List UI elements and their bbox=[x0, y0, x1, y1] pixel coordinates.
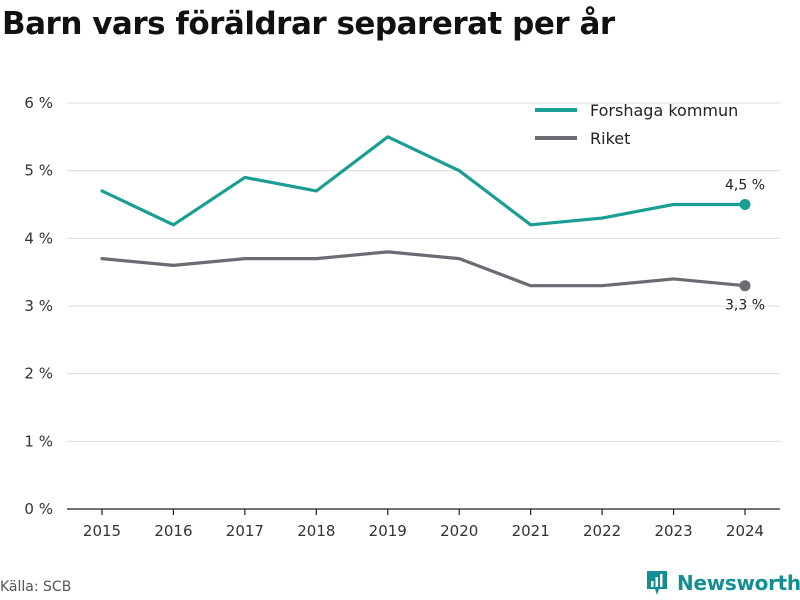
x-tick-label: 2015 bbox=[83, 522, 121, 540]
y-tick-label: 3 % bbox=[24, 297, 53, 315]
x-tick-label: 2024 bbox=[726, 522, 764, 540]
x-axis bbox=[67, 508, 780, 515]
series-lines bbox=[100, 135, 747, 288]
end-markers bbox=[739, 199, 751, 292]
brand-name: Newsworthy bbox=[677, 571, 800, 595]
legend-label: Riket bbox=[590, 129, 630, 148]
y-axis-labels: 0 % 1 % 2 % 3 % 4 % 5 % 6 % bbox=[24, 94, 53, 518]
brand-logo[interactable]: Newsworthy bbox=[645, 569, 800, 597]
y-tick-label: 6 % bbox=[24, 94, 53, 112]
end-point-marker bbox=[739, 280, 751, 292]
x-tick-label: 2023 bbox=[654, 522, 692, 540]
x-axis-labels: 2015 2016 2017 2018 2019 2020 2021 2022 2023 2024 bbox=[83, 522, 764, 540]
x-tick-label: 2021 bbox=[512, 522, 550, 540]
series-line bbox=[100, 250, 747, 288]
series-line bbox=[100, 135, 747, 227]
chart-title: Barn vars föräldrar separerat per år bbox=[2, 6, 615, 42]
y-tick-label: 5 % bbox=[24, 162, 53, 180]
y-tick-label: 0 % bbox=[24, 500, 53, 518]
source-note: Källa: SCB bbox=[0, 579, 72, 595]
end-value-label: 4,5 % bbox=[725, 178, 765, 194]
gridlines bbox=[67, 102, 780, 442]
x-tick-label: 2022 bbox=[583, 522, 621, 540]
end-value-label: 3,3 % bbox=[725, 298, 765, 314]
x-tick-label: 2019 bbox=[369, 522, 407, 540]
x-tick-label: 2018 bbox=[297, 522, 335, 540]
legend: Forshaga kommun Riket bbox=[535, 101, 738, 148]
y-tick-label: 4 % bbox=[24, 229, 53, 247]
legend-label: Forshaga kommun bbox=[590, 101, 738, 120]
end-point-marker bbox=[739, 199, 751, 210]
x-tick-label: 2020 bbox=[440, 522, 478, 540]
y-tick-label: 2 % bbox=[24, 365, 53, 383]
newsworthy-logo-icon bbox=[647, 571, 667, 595]
x-tick-label: 2017 bbox=[226, 522, 264, 540]
y-tick-label: 1 % bbox=[24, 432, 53, 450]
x-tick-label: 2016 bbox=[154, 522, 192, 540]
end-labels: 4,5 % 3,3 % bbox=[725, 178, 765, 314]
